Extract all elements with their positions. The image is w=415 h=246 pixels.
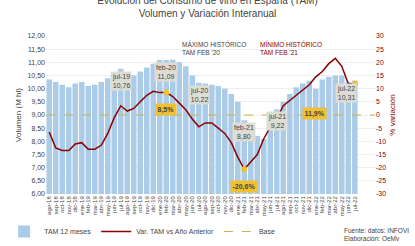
svg-text:jul-219,22: jul-219,22	[268, 113, 286, 129]
svg-text:-20: -20	[376, 164, 386, 171]
svg-text:nov-21: nov-21	[300, 196, 306, 215]
svg-text:sep-19: sep-19	[131, 196, 137, 215]
svg-text:12,00: 12,00	[27, 32, 45, 39]
svg-text:may-22: may-22	[339, 196, 345, 217]
svg-text:jun-21: jun-21	[267, 196, 273, 214]
svg-text:-10: -10	[376, 138, 386, 145]
svg-text:15: 15	[376, 72, 384, 79]
svg-text:jun-22: jun-22	[345, 196, 351, 214]
svg-text:7,50: 7,50	[31, 151, 45, 158]
svg-text:% variación: % variación	[388, 94, 397, 135]
svg-text:Fuente: datos: INFOVIElaboraci: Fuente: datos: INFOVIElaboración: OeMv	[344, 227, 409, 242]
svg-text:20: 20	[376, 59, 384, 66]
svg-text:Evolución del Consumo de vino: Evolución del Consumo de vino en España …	[97, 0, 317, 19]
svg-text:ene-21: ene-21	[235, 196, 241, 215]
svg-text:10: 10	[376, 85, 384, 92]
svg-text:6,00: 6,00	[31, 190, 45, 197]
svg-text:Volumen (M hl): Volumen (M hl)	[14, 88, 23, 142]
svg-text:abr-20: abr-20	[176, 196, 182, 214]
svg-text:feb-20: feb-20	[163, 196, 169, 214]
svg-text:11,50: 11,50	[28, 46, 45, 53]
svg-text:dic-18: dic-18	[72, 196, 78, 213]
svg-text:MÁXIMO HISTÓRICOTAM FEB '20: MÁXIMO HISTÓRICOTAM FEB '20	[182, 40, 246, 56]
svg-text:feb-21: feb-21	[241, 196, 247, 214]
svg-text:-15: -15	[376, 151, 386, 158]
svg-text:jun-20: jun-20	[189, 196, 195, 214]
svg-text:Base: Base	[259, 228, 275, 235]
svg-text:ago-19: ago-19	[124, 196, 130, 215]
svg-text:mar-22: mar-22	[326, 196, 332, 216]
svg-text:jul-22: jul-22	[352, 196, 358, 212]
svg-text:30: 30	[376, 32, 384, 39]
svg-text:jul-2010,22: jul-2010,22	[190, 87, 208, 103]
svg-text:10,50: 10,50	[27, 72, 45, 79]
svg-text:oct-20: oct-20	[215, 196, 221, 213]
svg-text:jun-19: jun-19	[111, 196, 117, 214]
svg-text:ene-19: ene-19	[79, 196, 85, 215]
svg-text:may-20: may-20	[183, 196, 189, 217]
svg-text:feb-19: feb-19	[85, 196, 91, 214]
svg-text:MÍNIMO HISTÓRICOTAM FEB '21: MÍNIMO HISTÓRICOTAM FEB '21	[260, 40, 322, 56]
svg-text:6,50: 6,50	[31, 177, 45, 184]
svg-text:ago-20: ago-20	[202, 196, 208, 215]
svg-text:Var. TAM vs Año Anterior: Var. TAM vs Año Anterior	[136, 228, 214, 235]
svg-text:dic-19: dic-19	[150, 196, 156, 213]
svg-text:may-21: may-21	[261, 196, 267, 217]
svg-text:may-19: may-19	[105, 196, 111, 217]
svg-text:ago-21: ago-21	[280, 196, 286, 215]
svg-text:8,00: 8,00	[31, 138, 45, 145]
svg-text:nov-19: nov-19	[144, 196, 150, 215]
svg-text:9,00: 9,00	[31, 111, 45, 118]
svg-text:5: 5	[376, 98, 380, 105]
svg-text:sep-20: sep-20	[209, 196, 215, 215]
svg-text:25: 25	[376, 46, 384, 53]
svg-text:ene-22: ene-22	[313, 196, 319, 215]
svg-text:8,50: 8,50	[31, 125, 45, 132]
svg-text:jul-21: jul-21	[274, 196, 280, 212]
svg-text:abr-22: abr-22	[332, 196, 338, 214]
svg-text:mar-21: mar-21	[248, 196, 254, 216]
svg-text:0: 0	[376, 111, 380, 118]
svg-text:-20,6%: -20,6%	[233, 183, 256, 191]
svg-text:oct-21: oct-21	[293, 196, 299, 213]
svg-text:11,9%: 11,9%	[305, 110, 325, 118]
svg-text:11,00: 11,00	[28, 59, 45, 66]
svg-text:TAM 12 meses: TAM 12 meses	[44, 228, 91, 235]
svg-text:oct-19: oct-19	[137, 196, 143, 213]
svg-text:jul-19: jul-19	[118, 196, 124, 212]
svg-text:sep-21: sep-21	[287, 196, 293, 215]
svg-text:dic-20: dic-20	[228, 196, 234, 213]
svg-text:feb-22: feb-22	[319, 196, 325, 214]
svg-text:10,00: 10,00	[27, 85, 45, 92]
svg-text:-5: -5	[376, 125, 382, 132]
svg-text:jul-20: jul-20	[196, 196, 202, 212]
svg-text:ago-18: ago-18	[46, 196, 52, 215]
svg-text:feb-218,80: feb-218,80	[234, 124, 254, 140]
svg-text:dic-21: dic-21	[306, 196, 312, 213]
svg-text:9,50: 9,50	[31, 98, 45, 105]
svg-text:-25: -25	[376, 177, 386, 184]
svg-text:sep-18: sep-18	[53, 196, 59, 215]
svg-text:abr-19: abr-19	[98, 196, 104, 214]
svg-text:mar-20: mar-20	[170, 196, 176, 216]
svg-text:oct-18: oct-18	[59, 196, 65, 213]
svg-text:feb-2011,09: feb-2011,09	[156, 64, 176, 80]
svg-text:ene-20: ene-20	[157, 196, 163, 215]
svg-text:jul-1910,76: jul-1910,76	[112, 73, 130, 89]
svg-text:7,00: 7,00	[31, 164, 45, 171]
svg-text:abr-21: abr-21	[254, 196, 260, 214]
svg-text:nov-18: nov-18	[66, 196, 72, 215]
svg-text:-30: -30	[376, 190, 386, 197]
svg-text:jul-2210,31: jul-2210,31	[337, 85, 355, 101]
svg-text:mar-19: mar-19	[92, 196, 98, 216]
svg-text:nov-20: nov-20	[222, 196, 228, 215]
svg-text:8,5%: 8,5%	[158, 106, 175, 114]
